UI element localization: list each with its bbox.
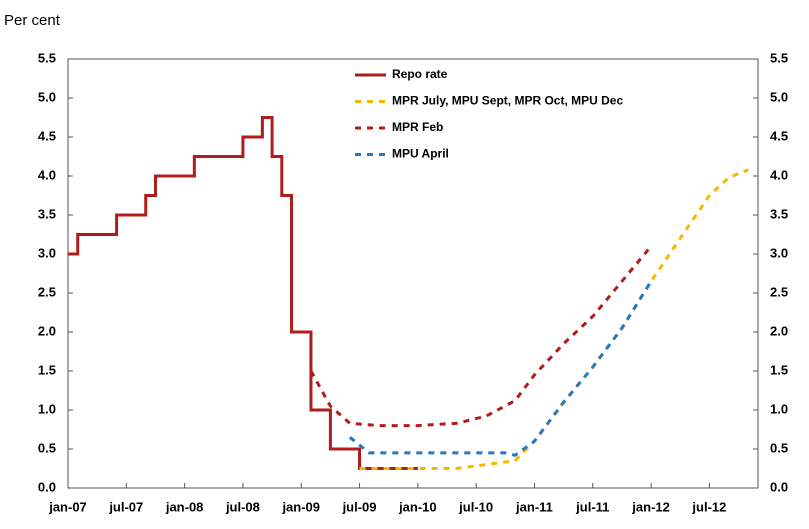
y-tick-label: 2.0 — [38, 323, 56, 338]
series-line — [348, 280, 653, 457]
x-tick-label: jul-11 — [575, 499, 609, 514]
x-tick-label: jan-09 — [281, 499, 320, 514]
y2-tick-label: 2.5 — [770, 284, 788, 299]
y-tick-label: 1.0 — [38, 401, 56, 416]
series-line — [359, 168, 749, 470]
y-tick-label: 0.0 — [38, 479, 56, 494]
series-line — [68, 116, 418, 470]
x-tick-label: jan-11 — [515, 499, 553, 514]
y-axis-label: Per cent — [4, 12, 61, 29]
y-tick-label: 4.0 — [38, 167, 56, 182]
x-tick-label: jul-12 — [691, 499, 726, 514]
y-tick-label: 1.5 — [38, 362, 56, 377]
x-tick-label: jan-08 — [165, 499, 204, 514]
y2-tick-label: 4.5 — [770, 128, 788, 143]
x-tick-label: jul-08 — [225, 499, 260, 514]
y-tick-label: 4.5 — [38, 128, 56, 143]
series-line — [309, 245, 653, 428]
x-tick-label: jul-09 — [342, 499, 377, 514]
y2-tick-label: 0.0 — [770, 479, 788, 494]
y2-tick-label: 3.0 — [770, 245, 788, 260]
x-tick-label: jan-12 — [631, 499, 670, 514]
y-tick-label: 3.0 — [38, 245, 56, 260]
y2-tick-label: 1.5 — [770, 362, 788, 377]
plot-frame — [67, 58, 759, 489]
legend-label: MPR July, MPU Sept, MPR Oct, MPU Dec — [392, 94, 623, 108]
legend-label: Repo rate — [392, 67, 448, 81]
y2-tick-label: 2.0 — [770, 323, 788, 338]
y2-tick-label: 5.5 — [770, 50, 788, 65]
legend-label: MPU April — [392, 147, 449, 161]
x-tick-label: jul-10 — [458, 499, 493, 514]
x-tick-label: jan-10 — [398, 499, 437, 514]
y2-tick-label: 4.0 — [770, 167, 788, 182]
y-tick-label: 0.5 — [38, 440, 56, 455]
y2-tick-label: 0.5 — [770, 440, 788, 455]
legend-label: MPR Feb — [392, 120, 443, 134]
y2-tick-label: 3.5 — [770, 206, 788, 221]
x-tick-label: jul-07 — [108, 499, 143, 514]
y-tick-label: 3.5 — [38, 206, 56, 221]
y2-tick-label: 5.0 — [770, 89, 788, 104]
y2-tick-label: 1.0 — [770, 401, 788, 416]
y-tick-label: 2.5 — [38, 284, 56, 299]
y-tick-label: 5.0 — [38, 89, 56, 104]
x-tick-label: jan-07 — [48, 499, 87, 514]
y-tick-label: 5.5 — [38, 50, 56, 65]
